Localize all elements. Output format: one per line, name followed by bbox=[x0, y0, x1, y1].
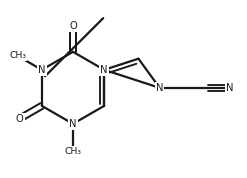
Text: CH₃: CH₃ bbox=[9, 51, 26, 60]
Text: O: O bbox=[16, 114, 23, 124]
Text: N: N bbox=[69, 119, 77, 129]
Text: N: N bbox=[38, 65, 45, 75]
Text: O: O bbox=[69, 21, 77, 31]
Text: N: N bbox=[226, 83, 233, 93]
Text: N: N bbox=[156, 83, 163, 93]
Text: N: N bbox=[101, 65, 108, 75]
Text: CH₃: CH₃ bbox=[64, 147, 82, 156]
